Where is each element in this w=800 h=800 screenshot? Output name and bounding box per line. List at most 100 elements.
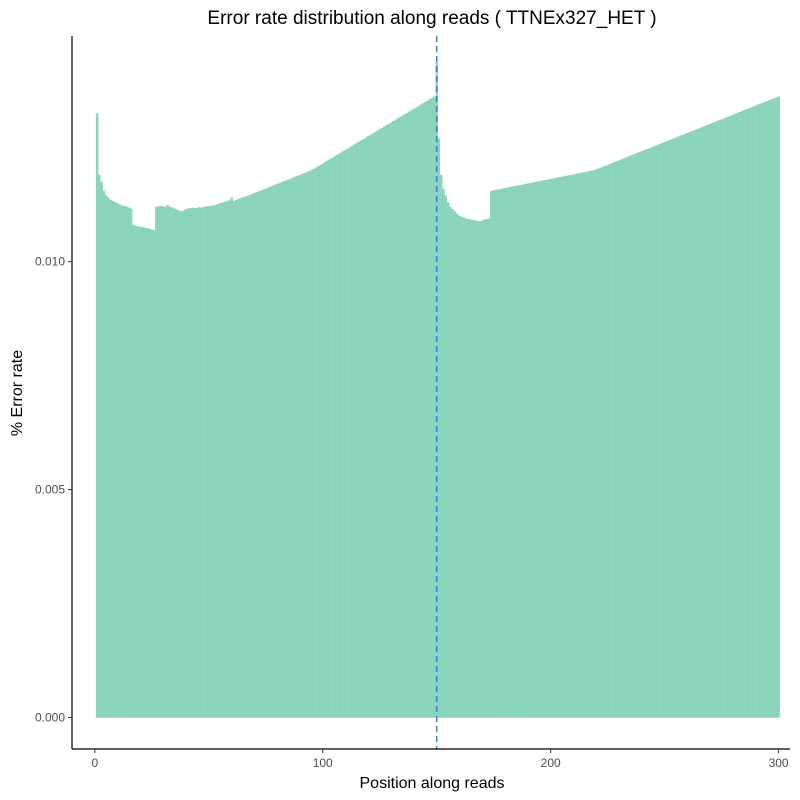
bar [622,158,625,718]
bar [601,166,605,718]
bar [355,143,359,718]
bar [323,162,327,718]
bar [262,189,265,718]
bar [162,206,165,718]
bar [269,186,272,718]
bar [374,132,377,718]
bar [606,164,609,718]
bar [720,119,723,718]
bar [278,183,281,718]
bar [697,128,700,718]
bar [168,206,172,718]
bar [417,106,420,718]
bar [597,168,600,718]
bar [686,132,689,718]
bar [759,103,762,718]
bar [339,152,343,718]
bar [627,156,630,718]
y-axis-ticks: 0.000 0.005 0.010 [35,255,72,725]
bar [476,220,479,718]
bar [241,197,245,718]
bar [392,121,395,718]
bar [750,107,753,718]
bar [456,213,459,718]
bar [604,165,607,718]
bar [458,215,461,718]
bar [595,169,598,718]
bar [294,176,297,718]
bar [725,117,728,718]
bar [120,205,124,718]
bar [770,99,773,718]
bar [285,180,288,718]
bar [533,182,536,718]
bar [631,154,634,718]
bar [175,209,179,718]
bar [275,184,279,718]
bar [314,167,318,718]
bar [579,173,582,718]
bar [125,206,128,718]
bar [358,141,361,718]
bar [718,120,721,718]
bar [483,219,486,718]
bar [442,188,445,718]
bar [693,130,696,718]
bar [346,148,349,718]
bar [337,153,340,718]
bar [216,204,220,718]
bar [731,114,735,718]
bar [303,173,306,718]
bar [223,201,226,718]
bar [508,187,511,718]
bar [670,139,673,718]
bar [205,206,208,718]
bar [234,199,238,718]
bar [547,179,550,718]
bar [517,185,520,718]
bar [335,155,338,718]
bar [399,117,402,718]
bar [522,184,525,718]
bar [380,127,384,718]
bar [146,228,149,718]
bar [613,162,616,718]
bar [460,216,463,718]
bar [656,144,659,718]
y-tick-label: 0.005 [35,483,65,497]
bar [152,230,156,718]
bar [640,151,643,718]
bar [184,209,188,718]
bar [469,219,473,718]
bar [173,208,176,718]
bar [768,100,771,718]
bar [415,107,418,718]
bar [574,174,577,718]
bar [549,179,552,718]
bar [403,114,406,718]
bar [203,206,206,718]
bar [465,218,468,718]
bar [196,207,199,718]
bar [542,180,545,718]
bar [326,160,329,718]
bar [410,110,413,718]
bar [280,182,283,718]
bar [239,198,242,718]
bar [462,217,466,718]
bar [554,178,557,718]
bar [736,112,739,718]
x-tick-label: 300 [769,756,789,770]
bar [307,171,311,718]
bar [289,178,292,718]
bar [501,188,504,718]
bar [449,206,452,718]
bar [563,176,566,718]
bar [467,219,470,718]
y-tick-label: 0.010 [35,255,65,269]
bar [679,135,682,718]
bar [740,111,744,718]
bar [387,123,390,718]
bar [617,160,621,718]
